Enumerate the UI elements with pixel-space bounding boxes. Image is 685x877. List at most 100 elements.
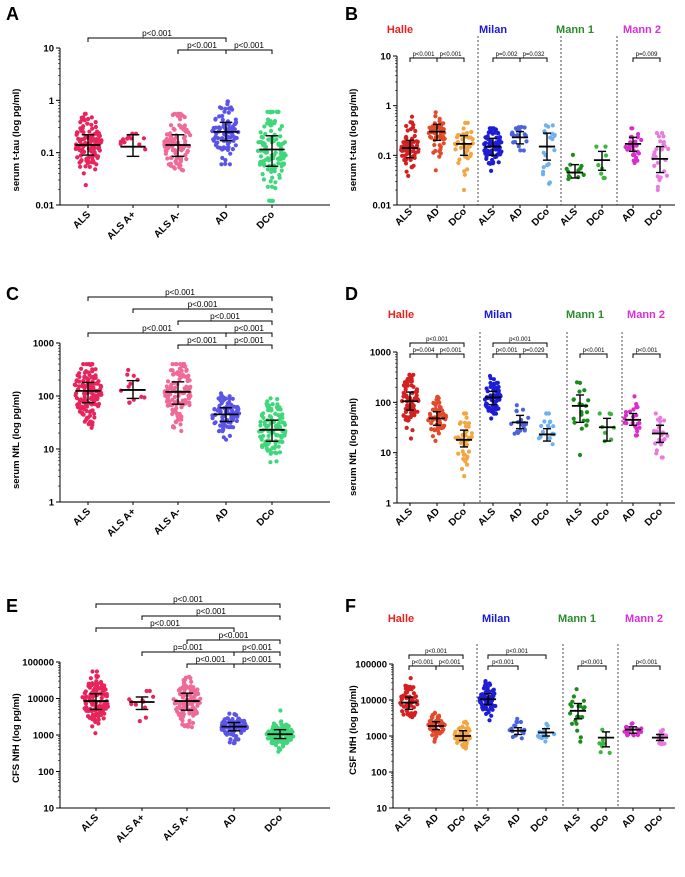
panel-c-data-point — [227, 396, 232, 402]
panel-c-data-point — [179, 405, 184, 410]
panel-e-data-point — [89, 683, 94, 688]
panel-a-data-point — [231, 138, 236, 143]
panel-e-data-point — [239, 727, 245, 733]
panel-a-data-point — [163, 151, 168, 156]
panel-c-data-point — [170, 411, 175, 417]
panel-a-data-point — [260, 172, 265, 177]
panel-a-data-point — [220, 117, 225, 122]
panel-a-x-tick-label: ALS A+ — [105, 209, 138, 242]
panel-a-data-point — [89, 115, 94, 120]
panel-b-data-point — [635, 158, 640, 163]
panel-c-data-point — [221, 435, 226, 440]
panel-f-data-point — [574, 721, 579, 726]
panel-b-data-point — [546, 124, 551, 129]
panel-f-data-point — [430, 733, 435, 738]
panel-d-data-point — [542, 419, 547, 424]
panel-d-data-point — [547, 419, 553, 425]
panel-c-data-point — [89, 402, 94, 407]
panel-e-significance-bracket — [233, 663, 281, 668]
panel-c-data-point — [175, 413, 180, 418]
panel-d-data-point — [522, 428, 527, 433]
panel-f-data-point — [582, 705, 587, 710]
y-axis-title-f: CSF NfH (log pg/ml) — [348, 685, 359, 775]
panel-b-data-point — [488, 139, 494, 145]
panel-f-p-value-label: p<0.001 — [636, 660, 659, 666]
panel-b-x-tick-label: DCo — [530, 206, 552, 228]
panel-a-data-point — [177, 117, 183, 122]
panel-a-data-point — [261, 142, 266, 147]
panel-b-x-tick-label: DCo — [643, 206, 665, 228]
panel-f-data-point — [569, 721, 575, 726]
panel-a-data-point — [263, 150, 268, 155]
panel-c-data-point — [264, 401, 269, 406]
panel-c-data-point — [170, 368, 175, 373]
panel-b-data-point — [522, 132, 527, 137]
panel-b-data-point — [570, 152, 576, 157]
panel-c-data-point — [188, 384, 193, 389]
panel-c-p-value-label: p<0.001 — [210, 312, 240, 321]
panel-e-data-point — [187, 721, 192, 727]
group-label-mann1-d: Mann 1 — [566, 309, 604, 321]
panel-b-data-point — [433, 168, 438, 173]
panel-f-data-point — [515, 716, 520, 721]
panel-c-data-point — [92, 411, 97, 416]
panel-c-data-point — [181, 362, 186, 367]
panel-f-data-point — [404, 702, 409, 708]
plot-a: 0.01 0.1 1 10 ALS ALS A+ ALS A- AD DCo p<0.001 p<0… — [36, 29, 330, 242]
panel-b-x-tick-label: AD — [620, 206, 638, 224]
panel-b-data-point — [656, 134, 662, 139]
panel-c-data-point — [142, 395, 147, 400]
panel-a-data-point — [80, 147, 85, 152]
panel-c-data-point — [273, 450, 278, 455]
panel-b-data-point — [437, 149, 442, 154]
panel-d-data-point — [463, 459, 468, 464]
y-axis-title-e: CFS NfH (log pg/ml) — [11, 693, 22, 783]
panel-c-data-point — [92, 415, 97, 420]
panel-d-data-point — [540, 429, 546, 434]
panel-f-data-point — [458, 736, 463, 741]
panel-b-data-point — [456, 160, 461, 166]
panel-d-data-point — [584, 410, 590, 415]
panel-b-data-point — [408, 120, 413, 125]
panel-b-x-tick-label: AD — [424, 206, 442, 224]
panel-d-data-point — [631, 407, 636, 412]
panel-c-data-point — [230, 396, 235, 401]
panel-b-data-point — [660, 131, 665, 136]
panel-c-data-point — [275, 397, 280, 402]
panel-e-data-point — [95, 674, 100, 679]
panel-f-data-point — [575, 728, 580, 733]
panel-c-data-point — [79, 366, 84, 371]
panel-c-data-point — [74, 378, 79, 383]
panel-b-significance-bracket — [492, 57, 521, 62]
panel-d-data-point — [653, 411, 658, 416]
panel-a-data-point — [90, 157, 95, 162]
panel-b-data-point — [659, 147, 665, 152]
panel-e-data-point — [286, 723, 291, 729]
panel-e-significance-bracket — [186, 639, 281, 644]
panel-b-p-value-label: p=0.002 — [496, 52, 519, 58]
panel-a-data-point — [174, 161, 179, 166]
panel-f-data-point — [432, 710, 437, 715]
panel-c-data-point — [172, 371, 177, 376]
panel-b-data-point — [664, 173, 670, 178]
panel-f-data-point — [464, 741, 469, 746]
panel-c-data-point — [164, 384, 169, 389]
panel-c-data-point — [178, 422, 183, 427]
group-label-mann2-d: Mann 2 — [627, 309, 665, 321]
panel-a-data-point — [75, 130, 80, 135]
panel-c-data-point — [81, 406, 87, 412]
panel-f-data-point — [578, 735, 583, 740]
panel-b-data-point — [545, 163, 550, 168]
panel-a-data-point — [263, 131, 268, 137]
panel-f-data-point — [429, 714, 434, 719]
panel-a-data-point — [233, 135, 238, 140]
panel-c-data-point — [229, 424, 234, 430]
panel-b-y-tick-label: 10 — [380, 52, 391, 63]
panel-b-data-point — [484, 151, 489, 156]
panel-c-data-point — [84, 417, 89, 422]
panel-a-data-point — [277, 155, 282, 160]
panel-d-data-point — [489, 416, 494, 421]
panel-d-data-point — [429, 421, 434, 426]
panel-e-data-point — [193, 707, 198, 712]
panel-d-y-tick-label: 100 — [375, 398, 391, 409]
